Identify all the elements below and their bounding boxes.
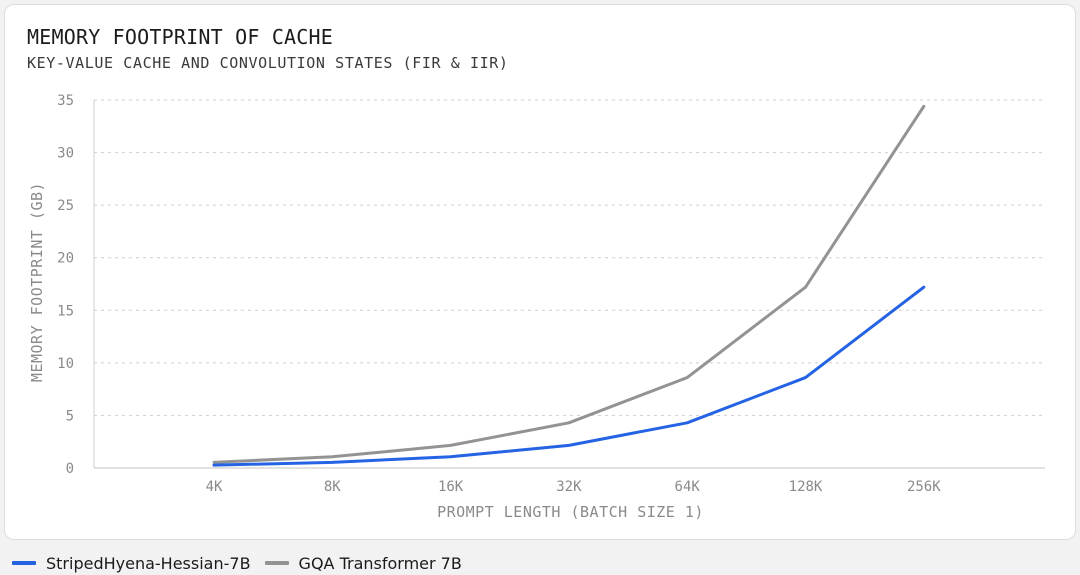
series-lines	[212, 104, 926, 467]
y-tick-label: 25	[57, 198, 74, 214]
series-line-stripedhyena	[212, 285, 926, 467]
legend-label-stripedhyena: StripedHyena-Hessian-7B	[46, 553, 251, 573]
x-tick-label: 8K	[324, 479, 341, 495]
x-tick-labels: 4K 8K 16K 32K 64K 128K 256K	[206, 479, 942, 495]
x-axis-label: PROMPT LENGTH (BATCH SIZE 1)	[437, 503, 704, 521]
y-tick-labels: 0 5 10 15 20 25 30 35	[57, 93, 74, 477]
line-chart: 0 5 10 15 20 25 30 35 4K 8K 16K 32K 64K 128K 256K PRO…	[28, 93, 1045, 521]
series-line-gqa-transformer	[212, 104, 926, 464]
y-tick-label: 15	[57, 303, 74, 319]
x-tick-label: 128K	[789, 479, 823, 495]
axes	[93, 100, 1045, 469]
x-tick-label: 32K	[556, 479, 582, 495]
x-tick-label: 64K	[675, 479, 701, 495]
gridlines	[94, 99, 1045, 416]
x-tick-label: 16K	[438, 479, 464, 495]
chart-title: MEMORY FOOTPRINT OF CACHE	[27, 25, 334, 49]
x-tick-label: 256K	[907, 479, 941, 495]
y-tick-label: 10	[57, 356, 74, 372]
legend: StripedHyena-Hessian-7B GQA Transformer …	[12, 552, 476, 574]
y-tick-label: 30	[57, 146, 74, 162]
y-tick-label: 35	[57, 93, 74, 109]
y-tick-label: 20	[57, 251, 74, 267]
x-tick-label: 4K	[206, 479, 223, 495]
chart-card: MEMORY FOOTPRINT OF CACHE KEY-VALUE CACH…	[4, 4, 1076, 540]
y-axis-label: MEMORY FOOTPRINT (GB)	[28, 182, 46, 382]
legend-item-gqa-transformer[interactable]: GQA Transformer 7B	[264, 553, 462, 573]
chart-subtitle: KEY-VALUE CACHE AND CONVOLUTION STATES (…	[27, 54, 509, 72]
y-tick-label: 0	[66, 461, 74, 477]
legend-label-gqa-transformer: GQA Transformer 7B	[298, 553, 462, 573]
y-tick-label: 5	[66, 408, 74, 424]
legend-swatch-gqa-transformer	[264, 561, 289, 565]
legend-item-stripedhyena[interactable]: StripedHyena-Hessian-7B	[12, 554, 251, 573]
legend-swatch-stripedhyena	[12, 561, 36, 565]
